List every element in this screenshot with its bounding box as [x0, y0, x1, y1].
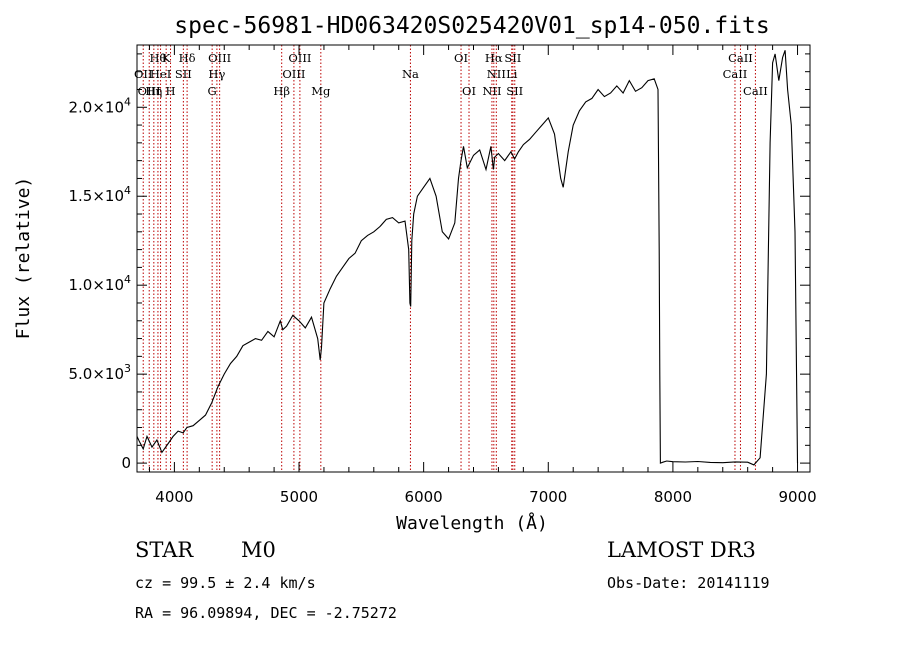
x-tick-label: 8000	[654, 488, 692, 506]
line-marker-label: Hθ	[149, 51, 166, 65]
line-marker-label: OIII	[288, 51, 311, 65]
spectrum-chart: spec-56981-HD063420S025420V01_sp14-050.f…	[13, 13, 817, 534]
line-marker-label: OIII	[138, 84, 161, 98]
emission-line-markers	[142, 45, 756, 472]
line-marker-label: CaII	[728, 51, 753, 65]
y-tick-label: 5.0×103	[68, 362, 131, 383]
survey-name: LAMOST DR3	[607, 538, 756, 562]
x-tick-label: 4000	[155, 488, 193, 506]
object-subclass: M0	[241, 538, 276, 562]
x-axis-ticks: 4000 5000 6000 7000 8000 9000	[148, 45, 817, 506]
object-class: STAR	[135, 538, 194, 562]
chart-title: spec-56981-HD063420S025420V01_sp14-050.f…	[174, 13, 769, 39]
y-tick-label: 1.0×104	[68, 273, 131, 294]
coordinates-text: RA = 96.09894, DEC = -2.75272	[135, 604, 397, 622]
line-marker-label: Na	[402, 67, 419, 81]
x-axis-label: Wavelength (Å)	[396, 512, 548, 534]
obs-date-text: Obs-Date: 20141119	[607, 574, 770, 592]
y-axis-ticks: 0 5.0×103 1.0×104 1.5×104 2.0×104	[68, 53, 810, 472]
line-marker-label: K	[162, 51, 171, 65]
line-marker-label: Hδ	[179, 51, 196, 65]
line-marker-label: CaII	[743, 84, 768, 98]
line-marker-label: Hα	[485, 51, 503, 65]
spectrum-line	[136, 50, 799, 466]
y-tick-label: 0	[121, 454, 131, 472]
line-marker-label: CaII	[723, 67, 748, 81]
emission-line-labels: OIIOIIIHηHθHeIKHSIIHδGHγOIIIHβOIIIOIIIMg…	[134, 51, 768, 98]
x-tick-label: 7000	[529, 488, 567, 506]
line-marker-label: OII	[134, 67, 153, 81]
line-marker-label: Hη	[145, 84, 162, 98]
line-marker-label: G	[208, 84, 217, 98]
line-marker-label: OI	[454, 51, 468, 65]
x-tick-label: 6000	[405, 488, 443, 506]
line-marker-label: SII	[506, 84, 523, 98]
line-marker-label: Hγ	[208, 67, 225, 81]
line-marker-label: HeI	[150, 67, 171, 81]
line-marker-label: SII	[504, 51, 521, 65]
x-tick-label: 5000	[280, 488, 318, 506]
line-marker-label: OIII	[282, 67, 305, 81]
line-marker-label: OIII	[208, 51, 231, 65]
y-axis-label: Flux (relative)	[13, 177, 34, 340]
line-marker-label: Mg	[311, 84, 331, 98]
y-tick-label: 1.5×104	[68, 184, 131, 205]
line-marker-label: NII	[487, 67, 506, 81]
x-tick-label: 9000	[778, 488, 816, 506]
redshift-text: cz = 99.5 ± 2.4 km/s	[135, 574, 316, 592]
line-marker-label: SII	[175, 67, 192, 81]
line-marker-label: H	[166, 84, 176, 98]
line-marker-label: NII	[482, 84, 501, 98]
line-marker-label: Li	[506, 67, 518, 81]
line-marker-label: Hβ	[273, 84, 290, 98]
plot-frame	[136, 44, 811, 473]
y-tick-label: 2.0×104	[68, 95, 131, 116]
line-marker-label: OI	[462, 84, 476, 98]
